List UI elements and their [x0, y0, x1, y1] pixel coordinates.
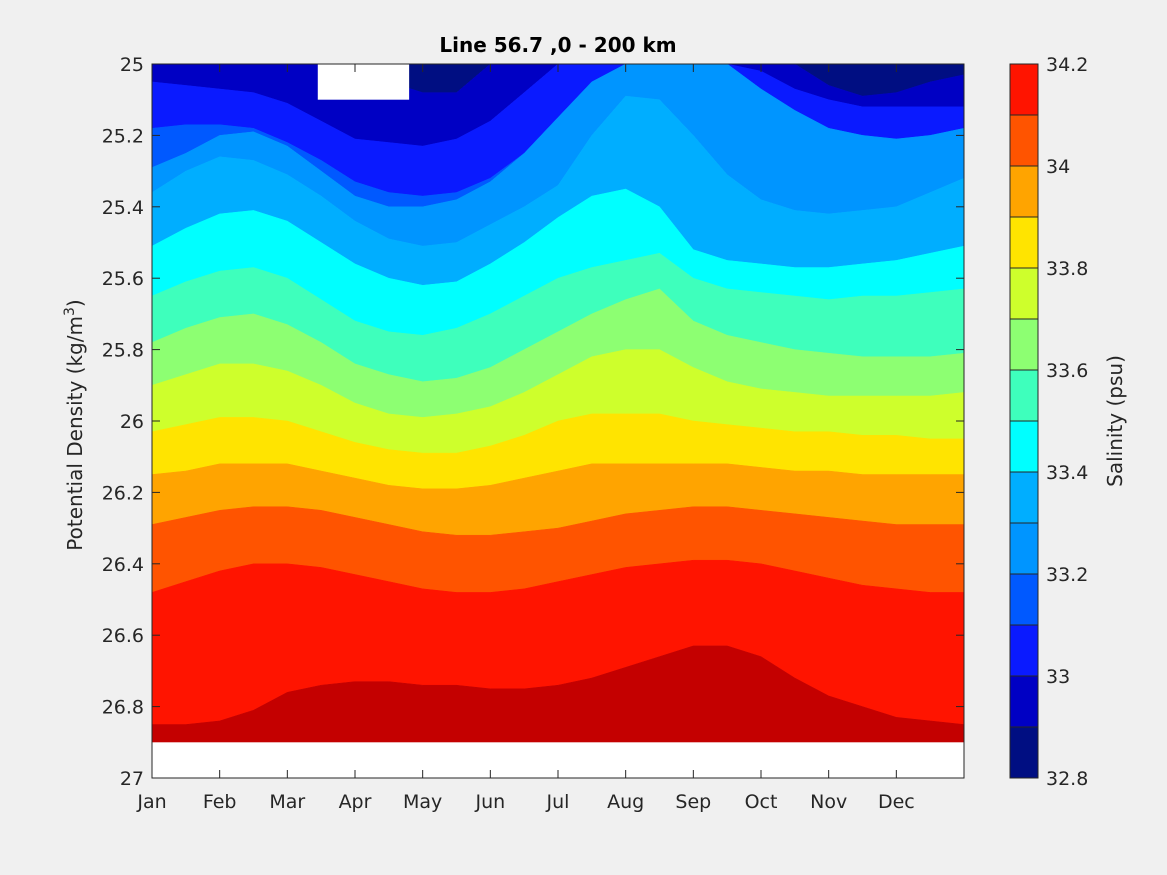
x-tick-label: Nov [810, 791, 847, 813]
x-tick-label: Mar [269, 791, 305, 813]
colorbar-label: Salinity (psu) [1103, 355, 1127, 487]
y-axis-label: Potential Density (kg/m3) [62, 299, 87, 550]
colorbar [1009, 63, 1039, 779]
colorbar-segment-9 [1010, 268, 1038, 319]
colorbar-tick-label: 34 [1046, 156, 1070, 178]
colorbar-tick-label: 32.8 [1046, 768, 1088, 790]
colorbar-segment-11 [1010, 166, 1038, 217]
colorbar-segment-13 [1010, 64, 1038, 115]
y-tick-label: 27 [120, 768, 144, 790]
y-axis-label-sup: 3 [62, 307, 78, 316]
colorbar-tick-label: 33.4 [1046, 462, 1088, 484]
colorbar-tick-label: 33.6 [1046, 360, 1088, 382]
colorbar-segment-6 [1010, 421, 1038, 472]
chart-title: Line 56.7 ,0 - 200 km [439, 33, 676, 57]
plot-area [151, 63, 965, 779]
x-tick-label: Dec [878, 791, 915, 813]
y-tick-label: 26.6 [102, 625, 144, 647]
colorbar-tick-label: 33 [1046, 666, 1070, 688]
y-tick-label: 25.4 [102, 197, 144, 219]
y-axis-label-close: ) [63, 299, 87, 307]
colorbar-segment-3 [1010, 574, 1038, 625]
colorbar-ticks: 32.8 33 33.2 33.4 33.6 33.8 34 34.2 [1010, 54, 1088, 790]
y-tick-label: 26.2 [102, 482, 144, 504]
contour-layer [152, 64, 964, 778]
y-tick-label: 25.2 [102, 125, 144, 147]
colorbar-segment-12 [1010, 115, 1038, 166]
x-tick-label: Jan [136, 791, 166, 813]
y-tick-label: 26.8 [102, 697, 144, 719]
y-tick-label: 26.4 [102, 554, 144, 576]
x-tick-label: Jun [474, 791, 505, 813]
y-tick-label: 25.6 [102, 268, 144, 290]
colorbar-segment-1 [1010, 676, 1038, 727]
colorbar-tick-label: 33.8 [1046, 258, 1088, 280]
colorbar-segment-8 [1010, 319, 1038, 370]
x-tick-label: Aug [607, 791, 644, 813]
missing-data-region-0 [317, 64, 410, 100]
colorbar-segment-7 [1010, 370, 1038, 421]
x-tick-label: Feb [203, 791, 237, 813]
y-axis: 25 25.2 25.4 25.6 25.8 26 26.2 26.4 26.6 26.8 27 [102, 54, 964, 790]
colorbar-segment-0 [1010, 727, 1038, 778]
x-axis: Jan Feb Mar Apr May Jun Jul Aug Sep Oct Nov Dec [136, 64, 915, 813]
colorbar-segment-10 [1010, 217, 1038, 268]
y-tick-label: 26 [120, 411, 144, 433]
x-tick-label: Sep [675, 791, 711, 813]
colorbar-segment-4 [1010, 523, 1038, 574]
x-tick-label: Apr [339, 791, 372, 813]
x-tick-label: Oct [745, 791, 778, 813]
y-tick-label: 25.8 [102, 340, 144, 362]
y-axis-label-main: Potential Density (kg/m [63, 316, 87, 551]
x-tick-label: May [403, 791, 442, 813]
x-tick-label: Jul [546, 791, 570, 813]
colorbar-segment-2 [1010, 625, 1038, 676]
colorbar-segment-5 [1010, 472, 1038, 523]
y-tick-label: 25 [120, 54, 144, 76]
colorbar-tick-label: 33.2 [1046, 564, 1088, 586]
colorbar-tick-label: 34.2 [1046, 54, 1088, 76]
